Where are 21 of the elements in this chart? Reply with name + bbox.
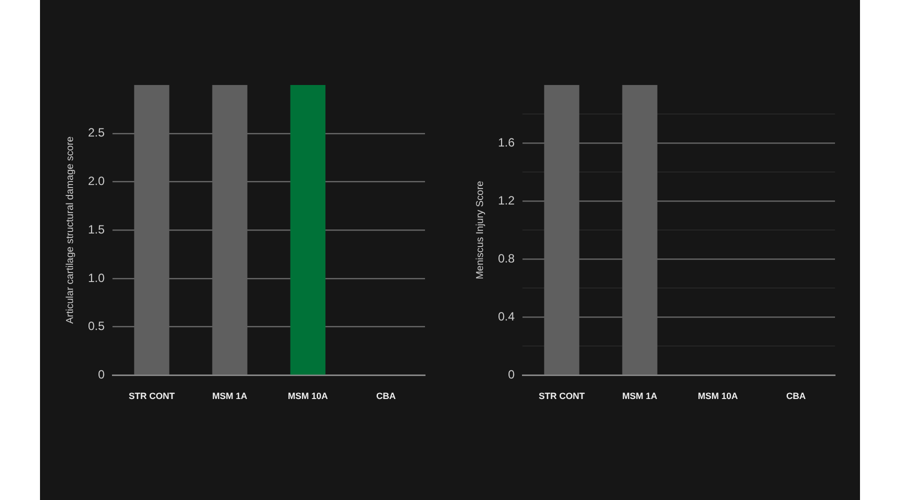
x-tick-label: CBA [786, 391, 806, 402]
y-tick-label: 0.5 [88, 319, 105, 334]
y-tick-label: 0.4 [498, 309, 515, 324]
x-tick-label: STR CONT [128, 391, 176, 402]
y-tick-label: 0 [98, 368, 105, 382]
y-tick-label: 2.0 [88, 174, 105, 188]
y-tick-label: 1.6 [498, 135, 515, 150]
y-tick-label: 0 [508, 368, 515, 382]
x-tick-label: STR CONT [538, 391, 586, 402]
x-tick-label: MSM 10A [698, 391, 738, 402]
y-axis-title: Meniscus Injury Score [474, 180, 486, 280]
x-tick-label: MSM 10A [288, 391, 328, 402]
y-tick-label: 1.0 [88, 270, 105, 285]
y-tick-label: 1.5 [88, 222, 105, 236]
x-tick-label: MSM 1A [212, 391, 248, 402]
x-tick-label: CBA [376, 391, 396, 402]
y-axis-title: Articular cartilage structural damage score [64, 136, 76, 324]
y-tick-label: 2.5 [88, 126, 105, 140]
x-tick-label: MSM 1A [622, 391, 658, 402]
y-tick-label: 1.2 [498, 193, 515, 208]
y-tick-label: 0.8 [498, 251, 515, 266]
